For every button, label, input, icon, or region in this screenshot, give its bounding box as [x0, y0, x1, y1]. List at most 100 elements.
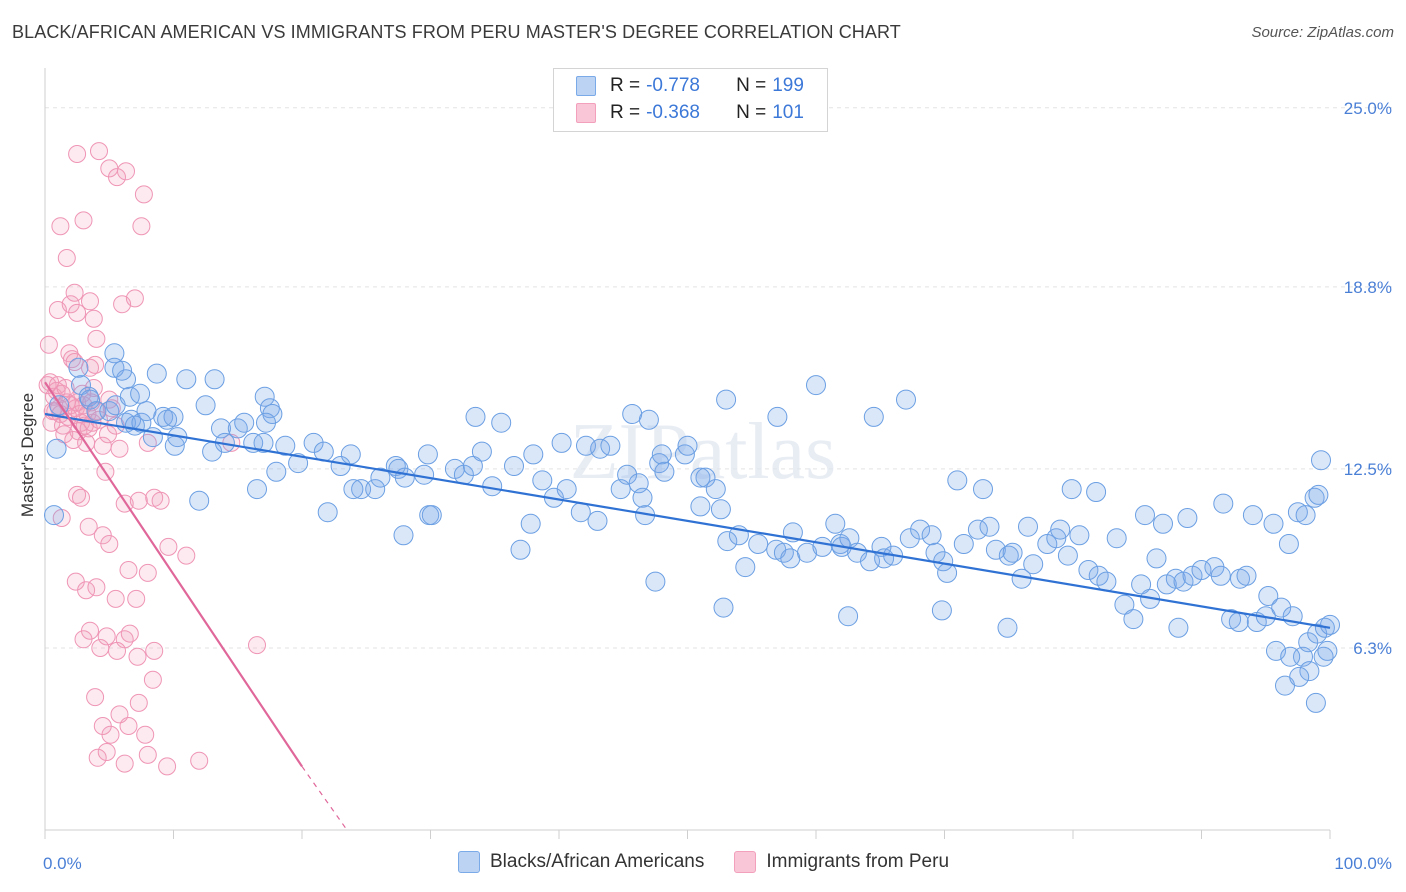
black-data-point — [622, 404, 643, 424]
black-data-point — [1213, 493, 1234, 514]
black-data-point — [690, 496, 711, 517]
peru-data-point — [97, 627, 116, 646]
peru-data-point — [138, 745, 157, 764]
black-data-point — [967, 519, 988, 540]
black-data-point — [1295, 505, 1316, 526]
black-data-point — [806, 375, 826, 396]
black-data-point — [710, 499, 731, 520]
black-data-point — [317, 502, 338, 523]
legend-r-label: R = — [610, 102, 641, 123]
peru-data-point — [159, 537, 178, 556]
peru-data-point — [68, 145, 87, 163]
chart-source: Source: ZipAtlas.com — [1251, 24, 1394, 41]
black-data-point — [330, 456, 351, 476]
peru-data-point — [84, 309, 103, 328]
peru-data-point — [65, 283, 84, 302]
black-data-point — [1086, 482, 1107, 502]
peru-data-point — [115, 754, 134, 773]
black-data-point — [1106, 528, 1127, 549]
black-data-point — [254, 386, 275, 407]
black-data-point — [998, 545, 1019, 566]
gridlines — [45, 107, 1392, 649]
peru-data-point — [86, 688, 105, 707]
y-tick-label: 25.0% — [1344, 99, 1392, 118]
peru-data-point — [115, 630, 134, 649]
axes — [44, 68, 1331, 839]
black-data-point — [1078, 560, 1099, 580]
black-data-point — [1096, 571, 1117, 592]
black-data-point — [303, 432, 324, 453]
black-data-point — [677, 435, 698, 456]
black-data-point — [638, 409, 659, 430]
black-data-point — [1123, 609, 1144, 630]
black-data-point — [1278, 534, 1299, 554]
peru-data-point — [129, 491, 148, 510]
black-data-point — [973, 479, 993, 500]
black-data-point — [1131, 574, 1152, 595]
peru-data-point — [63, 350, 81, 369]
black-data-point — [146, 363, 167, 384]
black-data-point — [1287, 502, 1308, 523]
black-data-point — [189, 490, 210, 511]
black-data-point — [204, 369, 225, 390]
black-data-point — [556, 479, 577, 500]
black-data-point — [551, 432, 572, 453]
legend-n-label: N = — [736, 102, 767, 123]
peru-data-point — [120, 624, 139, 643]
y-axis-label: Master's Degree — [18, 393, 37, 517]
black-data-point — [1228, 612, 1249, 632]
black-data-point — [471, 441, 492, 462]
peru-data-point — [39, 335, 58, 354]
peru-data-point — [125, 289, 144, 308]
black-data-point — [256, 412, 276, 433]
black-data-point — [773, 542, 794, 563]
peru-data-point — [87, 329, 106, 348]
peru-data-point — [65, 353, 84, 371]
peru-data-point — [77, 581, 96, 600]
black-data-point — [713, 597, 734, 618]
legend-swatch-blue — [576, 76, 596, 96]
black-data-point — [570, 502, 591, 523]
black-data-point — [523, 444, 544, 465]
black-data-point — [985, 539, 1006, 560]
black-data-point — [863, 406, 884, 427]
black-data-point — [1210, 565, 1231, 586]
black-data-point — [176, 369, 197, 390]
black-data-point — [1263, 513, 1284, 534]
peru-data-point — [68, 303, 87, 322]
black-data-point — [112, 360, 133, 381]
black-data-point — [1069, 525, 1090, 546]
black-data-point — [1221, 609, 1242, 630]
black-trend-line — [44, 412, 1331, 629]
black-data-point — [414, 464, 435, 485]
peru-data-point — [132, 217, 151, 236]
black-data-point — [780, 548, 801, 569]
black-data-point — [1177, 508, 1198, 528]
tick-labels: 6.3% 12.5% 18.8% 25.0% 0.0% 100.0% — [43, 99, 1392, 873]
peru-data-point — [106, 589, 125, 608]
black-data-point — [748, 534, 769, 554]
legend-swatch-pink — [576, 103, 596, 123]
bottom-legend-swatch-pink — [734, 851, 757, 873]
bottom-legend-label-peru: Immigrants from Peru — [766, 851, 950, 872]
black-data-point — [705, 479, 726, 500]
black-data-point — [370, 467, 391, 488]
black-data-point — [99, 401, 120, 422]
black-data-point — [266, 461, 287, 482]
black-data-point — [163, 406, 184, 427]
peru-trend-line — [44, 381, 303, 768]
black-data-point — [921, 525, 942, 546]
black-data-point — [1258, 586, 1279, 606]
black-data-point — [227, 418, 248, 439]
legend-row-peru: R = -0.368 N = 101 — [576, 102, 804, 124]
black-data-point — [1313, 646, 1334, 667]
black-data-point — [247, 479, 267, 500]
black-data-point — [275, 435, 296, 456]
black-data-point — [520, 513, 541, 534]
bottom-legend-blacks: Blacks/African Americans — [458, 851, 704, 873]
peru-data-point — [97, 743, 116, 761]
black-data-point — [1317, 640, 1338, 661]
peru-data-point — [86, 355, 105, 374]
black-data-point — [896, 389, 916, 410]
